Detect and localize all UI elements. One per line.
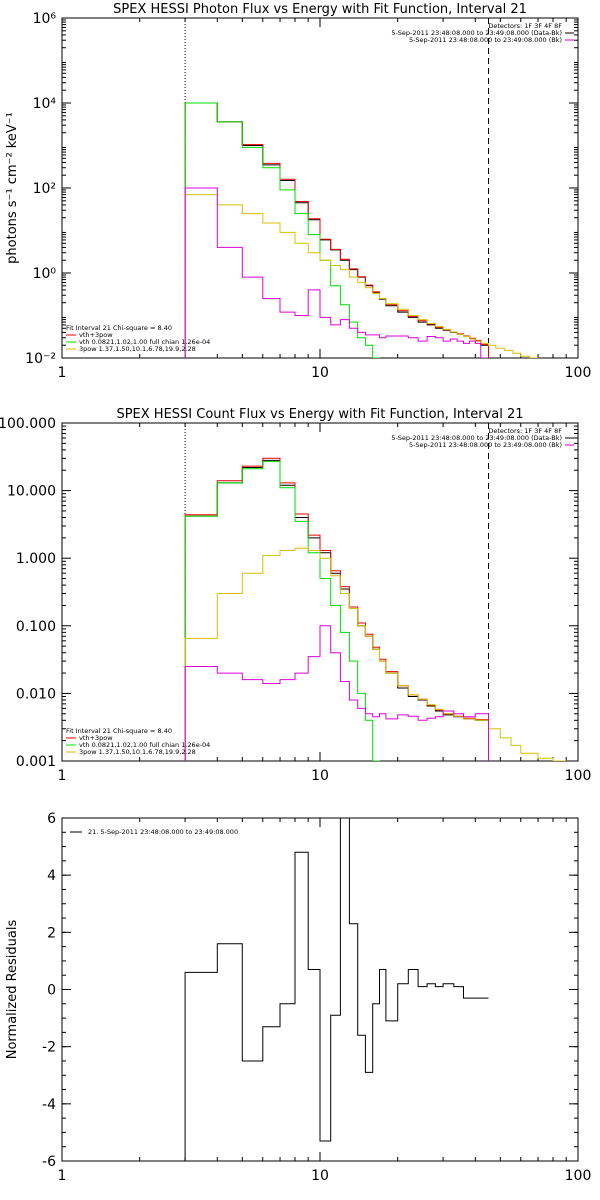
y-tick-label: 10.000 [7, 484, 56, 500]
legend-top-text: Detectors: 1F 3F 4F 8F [488, 427, 562, 435]
y-tick-label: -4 [42, 1097, 56, 1113]
legend-top-text: 5-Sep-2011 23:48:08.000 to 23:49:08.000 … [409, 441, 562, 449]
legend-bottom-text: 3pow 1.37,1.50,10.1,6.78,19.9,2.28 [79, 345, 196, 353]
chart-title: SPEX HESSI Photon Flux vs Energy with Fi… [113, 2, 527, 17]
x-tick-label: 10 [311, 1168, 329, 1184]
series-gold-line [184, 547, 567, 761]
y-tick-label: 0 [47, 983, 56, 999]
y-tick-label: 2 [47, 925, 56, 941]
y-axis-label: Normalized Residuals [5, 920, 20, 1060]
legend-top-text: Detectors: 1F 3F 4F 8F [488, 22, 562, 30]
y-tick-label: 10⁶ [33, 11, 57, 27]
series-green-line [184, 102, 380, 358]
y-tick-label: 100.000 [0, 416, 56, 432]
legend-top-text: 5-Sep-2011 23:48:08.000 to 23:49:08.000 … [409, 36, 562, 44]
y-tick-label: 4 [47, 868, 56, 884]
series-red-line [184, 457, 489, 761]
series-black-line [184, 818, 489, 1161]
y-tick-label: -2 [42, 1040, 56, 1056]
legend-bottom-text: Fit Interval 21 Chi-square = 8.40 [66, 727, 172, 735]
series-group [184, 457, 567, 761]
y-tick-label: 0.001 [16, 754, 56, 770]
y-tick-label: 10⁴ [33, 96, 57, 112]
x-tick-label: 10 [311, 768, 329, 784]
series-group [184, 818, 489, 1161]
x-tick-label: 1 [58, 365, 67, 381]
x-tick-label: 100 [565, 365, 592, 381]
y-tick-label: 10⁻² [25, 351, 56, 367]
legend-bottom-text: vth 0.0821,1.02,1.00 full chian 1.26e-04 [79, 338, 210, 346]
y-tick-label: 0.010 [16, 686, 56, 702]
y-axis-label: photons s⁻¹ cm⁻² keV⁻¹ [5, 112, 20, 264]
legend-bottom-text: vth 0.0821,1.02,1.00 full chian 1.26e-04 [79, 741, 210, 749]
panel-3: 1 10 100 -6 -4 -2 0 2 4 6 Normalized Residuals 21. … [5, 811, 591, 1184]
x-tick-label: 1 [58, 768, 67, 784]
series-magenta-line [184, 187, 489, 358]
legend-bottom-text: 3pow 1.37,1.50,10.1,6.78,19.9,2.28 [79, 748, 196, 756]
x-tick-label: 10 [311, 365, 329, 381]
legend-bottom-text: vth+3pow [79, 734, 113, 742]
legend-bottom-text: Fit Interval 21 Chi-square = 8.40 [66, 324, 172, 332]
series-red-line [184, 102, 489, 358]
series-green-line [184, 460, 380, 761]
y-tick-label: 10⁰ [33, 266, 57, 282]
legend-top-text: 5-Sep-2011 23:48:08.000 to 23:49:08.000 … [391, 434, 562, 442]
series-black-line [184, 102, 489, 358]
series-gold-line [184, 194, 539, 358]
x-tick-label: 100 [565, 1168, 592, 1184]
plot-frame [61, 422, 579, 762]
series-group [184, 102, 539, 358]
y-tick-label: 6 [47, 811, 56, 827]
series-magenta-line [184, 625, 489, 761]
legend-top-text: 5-Sep-2011 23:48:08.000 to 23:49:08.000 … [391, 29, 562, 37]
y-tick-label: 0.100 [16, 619, 56, 635]
series-black-line [184, 459, 489, 761]
legend-bottom-text: vth+3pow [79, 331, 113, 339]
y-tick-label: 10² [33, 181, 56, 197]
panel-1: SPEX HESSI Photon Flux vs Energy with Fi… [5, 2, 591, 381]
chart-title: SPEX HESSI Count Flux vs Energy with Fit… [116, 407, 523, 422]
y-tick-label: -6 [42, 1154, 56, 1170]
legend-text: 21. 5-Sep-2011 23:48:08.000 to 23:49:08.… [88, 828, 238, 836]
x-tick-label: 1 [58, 1168, 67, 1184]
y-tick-label: 1.000 [16, 551, 56, 567]
panel-2: SPEX HESSI Count Flux vs Energy with Fit… [0, 407, 591, 784]
x-tick-label: 100 [565, 768, 592, 784]
